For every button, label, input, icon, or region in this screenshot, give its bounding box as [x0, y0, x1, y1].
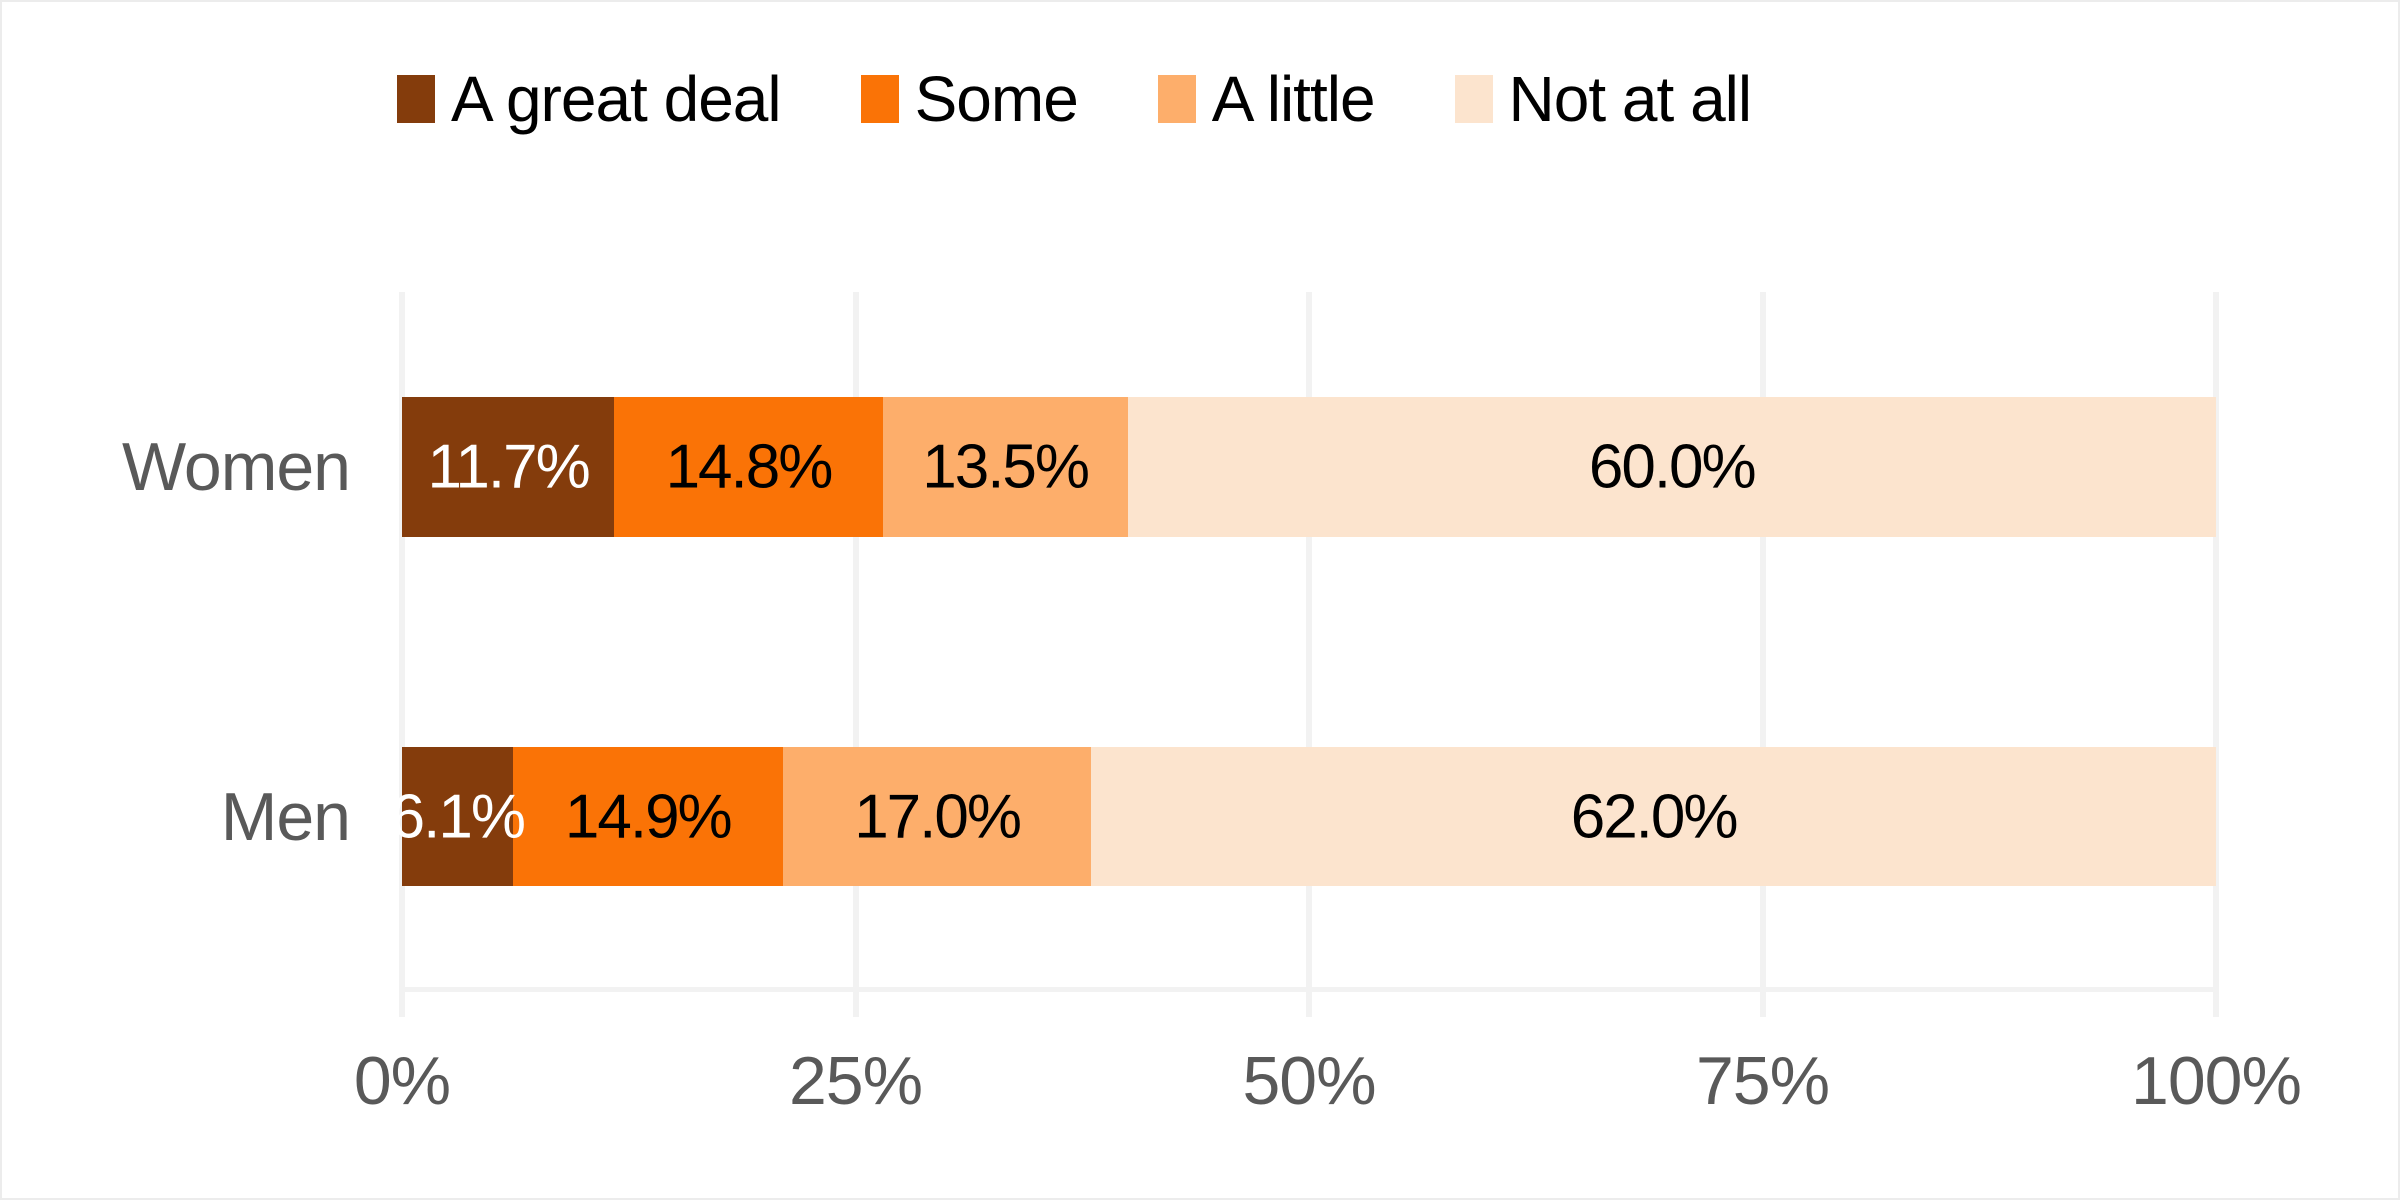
legend-label: A little	[1211, 63, 1376, 135]
bar-row-women: 11.7% 14.8% 13.5% 60.0%	[402, 397, 2216, 537]
data-label: 60.0%	[1588, 432, 1757, 502]
x-axis-tick-label: 75%	[1695, 1043, 1830, 1119]
gridline	[2213, 292, 2219, 1017]
legend-swatch-icon	[397, 75, 435, 123]
legend: A great deal Some A little Not at all	[397, 62, 1753, 136]
bar-segment: 14.8%	[614, 397, 883, 537]
legend-item: A little	[1157, 62, 1376, 136]
gridline	[1759, 292, 1766, 1017]
category-label-men: Men	[220, 778, 351, 855]
legend-swatch-icon	[1157, 75, 1196, 123]
legend-item: Some	[860, 62, 1079, 136]
legend-swatch-icon	[1454, 75, 1493, 123]
legend-item: Not at all	[1454, 62, 1753, 136]
bar-segment: 62.0%	[1091, 747, 2216, 886]
gridline	[852, 292, 859, 1017]
x-axis-line	[402, 987, 2216, 992]
gridline	[399, 292, 405, 1017]
data-label: 62.0%	[1570, 782, 1739, 851]
bar-segment: 60.0%	[1127, 397, 2216, 537]
legend-item: A great deal	[397, 62, 782, 136]
data-label: 11.7%	[427, 432, 591, 502]
bar-segment: 6.1%	[391, 747, 526, 886]
x-axis: 0% 25% 50% 75% 100%	[354, 1042, 2302, 1142]
plot-area: 11.7% 14.8% 13.5% 60.0% 6.1% 14.9% 17.0% 62.0%	[391, 292, 2219, 1017]
x-axis-tick-label: 0%	[353, 1043, 451, 1119]
data-label: 14.9%	[564, 782, 733, 851]
legend-label: Not at all	[1508, 63, 1753, 135]
legend-swatch-icon	[860, 75, 899, 123]
bar-segment: 17.0%	[782, 747, 1092, 886]
bar-segment: 13.5%	[882, 397, 1128, 537]
data-label: 14.8%	[665, 432, 834, 502]
x-axis-tick-label: 100%	[2131, 1043, 2302, 1119]
data-label: 13.5%	[922, 432, 1090, 502]
data-label: 17.0%	[854, 782, 1022, 851]
x-axis-tick-label: 50%	[1242, 1043, 1376, 1119]
bar-segment: 11.7%	[402, 397, 615, 537]
bar-segment: 14.9%	[512, 747, 783, 886]
gridline	[1306, 292, 1312, 1017]
category-label-women: Women	[121, 429, 351, 505]
bar-row-men: 6.1% 14.9% 17.0% 62.0%	[391, 747, 2216, 886]
legend-label: Some	[914, 63, 1079, 135]
legend-label: A great deal	[451, 63, 782, 135]
data-label: 6.1%	[390, 782, 526, 851]
x-axis-tick-label: 25%	[788, 1043, 923, 1119]
